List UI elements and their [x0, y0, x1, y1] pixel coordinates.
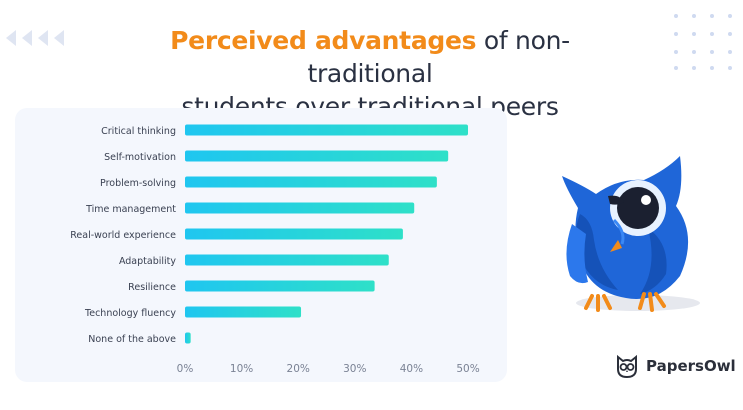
- brand-name: PapersOwl: [646, 357, 736, 375]
- category-label-self-motivation: Self-motivation: [104, 152, 176, 163]
- category-label-real-world-experience: Real-world experience: [70, 230, 176, 241]
- category-label-critical-thinking: Critical thinking: [101, 126, 176, 137]
- category-label-adaptability: Adaptability: [119, 256, 176, 267]
- bar-real-world-experience: [185, 228, 403, 240]
- category-label-none-of-the-above: None of the above: [88, 334, 176, 345]
- owl-mascot-icon: [562, 156, 700, 312]
- category-label-problem-solving: Problem-solving: [100, 178, 176, 189]
- brand-logo: PapersOwl: [614, 353, 736, 379]
- category-label-technology-fluency: Technology fluency: [84, 308, 176, 319]
- x-tick-label: 0%: [177, 363, 194, 375]
- title-rest: of non-traditional: [307, 26, 570, 88]
- decorative-arrows-icon: [6, 30, 64, 46]
- bar-technology-fluency: [185, 306, 302, 318]
- bar-self-motivation: [185, 150, 449, 162]
- title-highlight: Perceived advantages: [170, 26, 477, 55]
- x-tick-label: 10%: [230, 363, 253, 375]
- category-label-resilience: Resilience: [128, 282, 176, 293]
- x-tick-label: 50%: [456, 363, 479, 375]
- decorative-dots-icon: [674, 14, 732, 70]
- bar-critical-thinking: [185, 124, 468, 136]
- chart-title: Perceived advantages of non-traditional …: [110, 24, 630, 123]
- bar-none-of-the-above: [185, 332, 191, 344]
- x-tick-label: 20%: [287, 363, 310, 375]
- bar-resilience: [185, 280, 375, 292]
- bar-time-management: [185, 202, 415, 214]
- x-tick-label: 40%: [400, 363, 423, 375]
- bar-problem-solving: [185, 176, 437, 188]
- category-label-time-management: Time management: [85, 204, 176, 215]
- owl-logo-icon: [617, 354, 637, 379]
- x-tick-label: 30%: [343, 363, 366, 375]
- bar-adaptability: [185, 254, 389, 266]
